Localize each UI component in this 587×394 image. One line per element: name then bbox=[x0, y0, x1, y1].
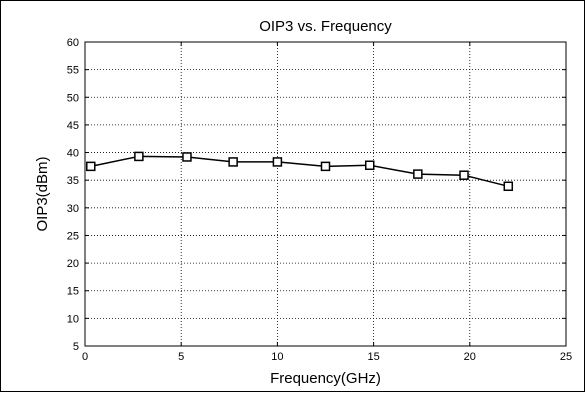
y-tick-label: 5 bbox=[73, 341, 79, 353]
y-tick-label: 20 bbox=[67, 258, 79, 270]
data-point-marker bbox=[320, 161, 331, 172]
x-tick-label: 25 bbox=[560, 351, 572, 363]
x-tick-label: 20 bbox=[464, 351, 476, 363]
data-markers bbox=[86, 151, 514, 192]
axis-ticks bbox=[84, 41, 567, 347]
y-axis-tick-labels: 5 10 15 20 25 30 35 40 45 50 55 60 bbox=[67, 37, 79, 353]
y-tick-label: 40 bbox=[67, 148, 79, 160]
y-tick-label: 10 bbox=[67, 313, 79, 325]
data-point-marker bbox=[503, 181, 514, 192]
y-tick-label: 50 bbox=[67, 92, 79, 104]
data-point-marker bbox=[134, 151, 144, 162]
y-tick-label: 35 bbox=[67, 175, 79, 187]
x-axis-title: Frequency(GHz) bbox=[270, 370, 381, 387]
y-tick-label: 45 bbox=[67, 120, 79, 132]
y-tick-label: 25 bbox=[67, 230, 79, 242]
grid-lines bbox=[85, 42, 566, 346]
data-point-marker bbox=[228, 157, 238, 167]
y-tick-label: 30 bbox=[67, 203, 79, 215]
data-point-marker bbox=[182, 152, 192, 162]
data-point-marker bbox=[86, 161, 96, 172]
y-axis-title: OIP3(dBm) bbox=[34, 156, 51, 231]
x-tick-label: 15 bbox=[367, 351, 379, 363]
x-axis-tick-labels: 0 5 10 15 20 25 bbox=[82, 351, 572, 363]
x-tick-label: 0 bbox=[82, 351, 88, 363]
data-point-marker bbox=[365, 160, 375, 171]
chart-title: OIP3 vs. Frequency bbox=[259, 18, 392, 35]
data-point-marker bbox=[272, 157, 283, 167]
series-line bbox=[90, 155, 509, 188]
y-tick-label: 60 bbox=[67, 37, 79, 49]
data-point-marker bbox=[413, 169, 423, 179]
x-tick-label: 5 bbox=[178, 351, 184, 363]
data-point-marker bbox=[459, 170, 469, 180]
y-tick-label: 15 bbox=[67, 286, 79, 298]
x-tick-label: 10 bbox=[271, 351, 283, 363]
plot-area bbox=[84, 41, 567, 347]
y-tick-label: 55 bbox=[67, 65, 79, 77]
